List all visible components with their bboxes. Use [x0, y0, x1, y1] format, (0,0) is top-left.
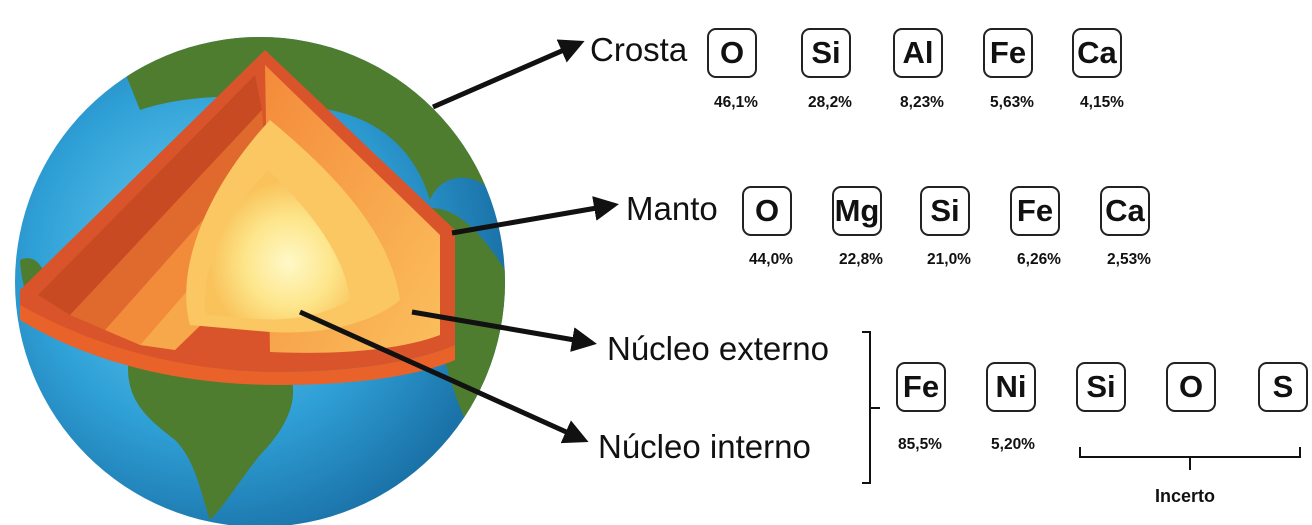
core-element-box: Ni [986, 362, 1036, 412]
earth-cutaway-illustration [15, 37, 505, 525]
core-element-percent: 5,20% [991, 436, 1035, 453]
mantle-element-box: Fe [1010, 186, 1060, 236]
crust-element-box: Fe [983, 28, 1033, 78]
crust-element-box: Al [893, 28, 943, 78]
mantle-element-box: Ca [1100, 186, 1150, 236]
cutaway-inner-core [204, 170, 350, 320]
core-element-percent: 85,5% [898, 436, 942, 453]
cutaway-left-face [38, 75, 262, 315]
mantle-element-percent: 2,53% [1107, 251, 1151, 268]
crust-label: Crosta [590, 31, 688, 68]
mantle-element-box: Mg [832, 186, 882, 236]
crust-element-box: Si [801, 28, 851, 78]
mantle-element-percent: 21,0% [927, 251, 971, 268]
core-element-box: O [1166, 362, 1216, 412]
inner-core-label: Núcleo interno [598, 428, 811, 465]
crust-element-percent: 4,15% [1080, 94, 1124, 111]
outer-core-label: Núcleo externo [607, 330, 829, 367]
core-bracket [862, 331, 880, 484]
crust-element-percent: 28,2% [808, 94, 852, 111]
crust-element-percent: 8,23% [900, 94, 944, 111]
mantle-element-percent: 6,26% [1017, 251, 1061, 268]
crust-element-percent: 46,1% [714, 94, 758, 111]
core-element-box: Si [1076, 362, 1126, 412]
core-element-box: S [1258, 362, 1308, 412]
mantle-element-percent: 44,0% [749, 251, 793, 268]
cutaway-rim [20, 305, 455, 385]
crust-element-box: Ca [1072, 28, 1122, 78]
uncertain-brace [1079, 447, 1301, 470]
mantle-element-box: O [742, 186, 792, 236]
core-element-box: Fe [896, 362, 946, 412]
crust-element-box: O [707, 28, 757, 78]
mantle-element-percent: 22,8% [839, 251, 883, 268]
crust-element-percent: 5,63% [990, 94, 1034, 111]
mantle-element-box: Si [920, 186, 970, 236]
uncertain-label: Incerto [1155, 486, 1216, 506]
mantle-label: Manto [626, 190, 718, 227]
land-south-america [128, 345, 294, 520]
